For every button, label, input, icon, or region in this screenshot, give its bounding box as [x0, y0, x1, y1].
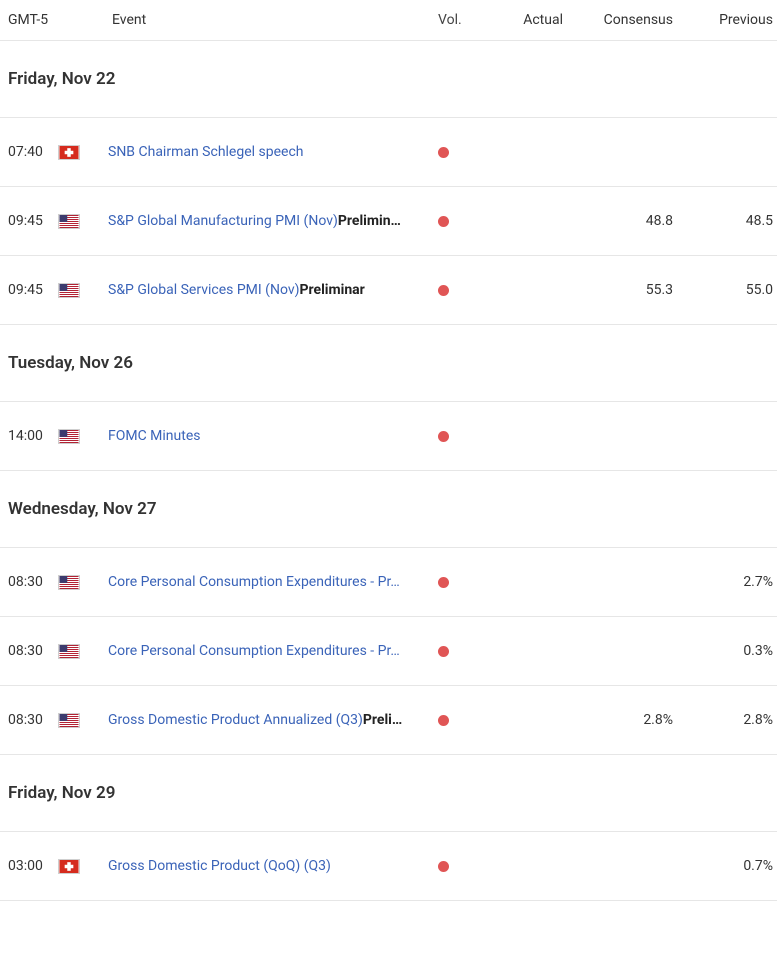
header-actual: Actual [488, 12, 563, 28]
event-consensus: 2.8% [563, 712, 673, 728]
header-previous: Previous [673, 12, 773, 28]
event-row[interactable]: 03:00 Gross Domestic Product (QoQ) (Q3) 0.… [0, 832, 777, 901]
event-previous: 48.5 [673, 213, 773, 229]
country-flag-icon [58, 859, 108, 874]
volatility-indicator [438, 147, 488, 158]
event-previous: 2.8% [673, 712, 773, 728]
volatility-indicator [438, 861, 488, 872]
event-name[interactable]: SNB Chairman Schlegel speech [108, 144, 438, 160]
volatility-indicator [438, 646, 488, 657]
volatility-dot-icon [438, 715, 449, 726]
table-header: GMT-5 Event Vol. Actual Consensus Previo… [0, 0, 777, 41]
header-event: Event [108, 12, 438, 28]
country-flag-icon [58, 713, 108, 728]
event-name[interactable]: S&P Global Services PMI (Nov)Preliminar [108, 282, 438, 298]
date-header: Tuesday, Nov 26 [0, 325, 777, 402]
volatility-dot-icon [438, 646, 449, 657]
event-row[interactable]: 08:30 Core Personal Consumption Expenditu… [0, 617, 777, 686]
country-flag-icon [58, 429, 108, 444]
event-time: 03:00 [8, 858, 58, 874]
event-previous: 55.0 [673, 282, 773, 298]
event-row[interactable]: 08:30 Gross Domestic Product Annualized (… [0, 686, 777, 755]
event-row[interactable]: 09:45 S&P Global Manufacturing PMI (Nov)P… [0, 187, 777, 256]
event-name[interactable]: Core Personal Consumption Expenditures -… [108, 574, 438, 590]
event-previous: 0.7% [673, 858, 773, 874]
event-time: 08:30 [8, 574, 58, 590]
header-time: GMT-5 [8, 12, 58, 28]
event-time: 08:30 [8, 643, 58, 659]
volatility-indicator [438, 715, 488, 726]
volatility-indicator [438, 577, 488, 588]
country-flag-icon [58, 575, 108, 590]
event-time: 09:45 [8, 282, 58, 298]
volatility-indicator [438, 431, 488, 442]
event-consensus: 48.8 [563, 213, 673, 229]
volatility-dot-icon [438, 216, 449, 227]
volatility-dot-icon [438, 147, 449, 158]
event-name[interactable]: Core Personal Consumption Expenditures -… [108, 643, 438, 659]
event-consensus: 55.3 [563, 282, 673, 298]
event-name[interactable]: Gross Domestic Product (QoQ) (Q3) [108, 858, 438, 874]
volatility-indicator [438, 285, 488, 296]
volatility-indicator [438, 216, 488, 227]
event-previous: 2.7% [673, 574, 773, 590]
event-time: 09:45 [8, 213, 58, 229]
country-flag-icon [58, 145, 108, 160]
volatility-dot-icon [438, 285, 449, 296]
date-header: Wednesday, Nov 27 [0, 471, 777, 548]
date-header: Friday, Nov 29 [0, 755, 777, 832]
event-name[interactable]: FOMC Minutes [108, 428, 438, 444]
date-header: Friday, Nov 22 [0, 41, 777, 118]
header-consensus: Consensus [563, 12, 673, 28]
event-previous: 0.3% [673, 643, 773, 659]
event-row[interactable]: 07:40 SNB Chairman Schlegel speech [0, 118, 777, 187]
event-time: 14:00 [8, 428, 58, 444]
event-name[interactable]: S&P Global Manufacturing PMI (Nov)Prelim… [108, 213, 438, 229]
header-vol: Vol. [438, 12, 488, 28]
country-flag-icon [58, 214, 108, 229]
event-row[interactable]: 08:30 Core Personal Consumption Expenditu… [0, 548, 777, 617]
event-name[interactable]: Gross Domestic Product Annualized (Q3)Pr… [108, 712, 438, 728]
event-row[interactable]: 09:45 S&P Global Services PMI (Nov)Prelim… [0, 256, 777, 325]
country-flag-icon [58, 644, 108, 659]
event-time: 07:40 [8, 144, 58, 160]
country-flag-icon [58, 283, 108, 298]
economic-calendar: GMT-5 Event Vol. Actual Consensus Previo… [0, 0, 777, 901]
volatility-dot-icon [438, 577, 449, 588]
event-row[interactable]: 14:00 FOMC Minutes [0, 402, 777, 471]
event-time: 08:30 [8, 712, 58, 728]
volatility-dot-icon [438, 431, 449, 442]
volatility-dot-icon [438, 861, 449, 872]
